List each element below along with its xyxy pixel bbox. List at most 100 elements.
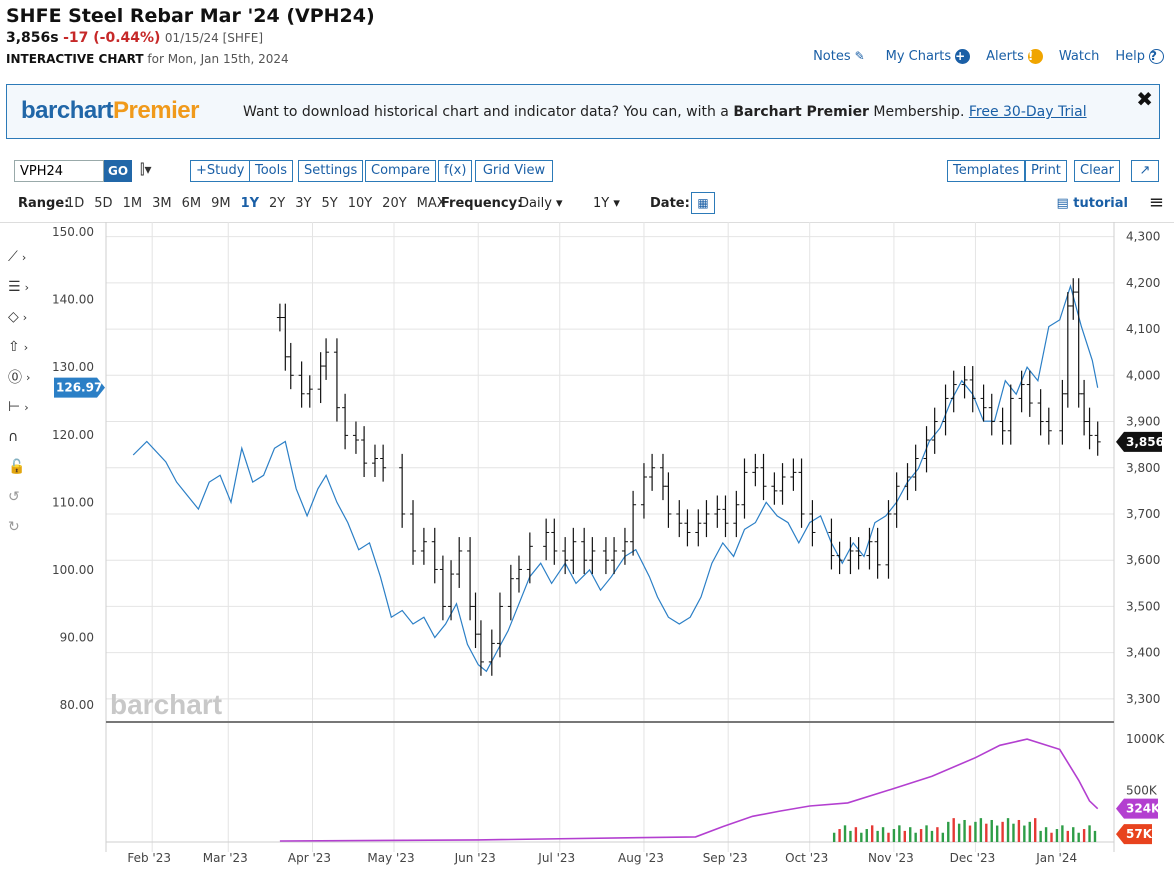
- volume-bar: [936, 827, 939, 842]
- symbol-input[interactable]: [14, 160, 104, 182]
- volume-tag: [1116, 824, 1152, 845]
- volume-bar: [887, 832, 890, 842]
- clear-button[interactable]: Clear: [1074, 160, 1120, 182]
- range-10y[interactable]: 10Y: [347, 196, 373, 211]
- submenu-chevron-icon[interactable]: ›: [22, 310, 28, 324]
- barchart-premier-logo[interactable]: barchartPremier: [21, 97, 199, 125]
- price-chart[interactable]: Feb '23 Mar '23 Apr '23 May '23 Jun '23 Jul '…: [0, 222, 1174, 891]
- bar-type-dropdown[interactable]: ⫿▾: [140, 162, 152, 178]
- volume-bar: [925, 825, 928, 842]
- function-button[interactable]: f(x): [438, 160, 473, 182]
- line-tool-icon[interactable]: ⟋ ›: [8, 242, 48, 272]
- free-trial-link[interactable]: Free 30-Day Trial: [968, 104, 1087, 120]
- notes-link[interactable]: Notes ✎: [813, 49, 870, 64]
- range-5y[interactable]: 5Y: [321, 196, 338, 211]
- range-3y[interactable]: 3Y: [295, 196, 312, 211]
- watch-link[interactable]: Watch: [1058, 49, 1100, 64]
- compare-button[interactable]: Compare: [365, 160, 436, 182]
- compare-last-label: 126.97: [56, 381, 102, 395]
- lock-icon[interactable]: 🔓: [8, 452, 48, 482]
- plus-circle-icon: +: [955, 49, 971, 64]
- volume-bar: [1055, 829, 1059, 842]
- tutorial-link[interactable]: ▤ tutorial: [1056, 196, 1128, 211]
- range-1m[interactable]: 1M: [122, 196, 143, 211]
- redo-icon[interactable]: ↻: [8, 512, 48, 542]
- volume-bar: [1012, 823, 1015, 842]
- marker-tool-icon[interactable]: ⓪ ›: [8, 362, 48, 392]
- x-tick-label: Mar '23: [203, 851, 248, 865]
- instrument-title: SHFE Steel Rebar Mar '24 (VPH24): [6, 5, 375, 27]
- magnet-icon[interactable]: ∩: [8, 422, 48, 452]
- go-button[interactable]: GO: [104, 160, 132, 182]
- alerts-label: Alerts: [986, 49, 1024, 64]
- range-9m[interactable]: 9M: [211, 196, 231, 211]
- help-label: Help: [1115, 49, 1145, 64]
- y-right-tick-label: 3,700: [1126, 507, 1160, 521]
- volume-bar: [952, 818, 955, 842]
- alerts-link[interactable]: Alerts!: [986, 49, 1043, 64]
- settings-button[interactable]: Settings: [298, 160, 364, 182]
- add-study-button[interactable]: +Study: [190, 160, 251, 182]
- range-5d[interactable]: 5D: [94, 196, 113, 211]
- notes-label: Notes: [813, 49, 851, 64]
- barchart-watermark: barchart: [110, 689, 222, 720]
- my-charts-link[interactable]: My Charts +: [886, 49, 971, 64]
- submenu-chevron-icon[interactable]: ›: [23, 340, 29, 354]
- frequency-dropdown[interactable]: Daily ▾: [519, 196, 563, 211]
- volume-bar: [854, 827, 858, 842]
- submenu-chevron-icon[interactable]: ›: [21, 250, 27, 264]
- banner-text-after: Membership.: [868, 104, 969, 120]
- volume-bar: [963, 819, 966, 842]
- open-interest-line: [279, 738, 1099, 842]
- expand-icon[interactable]: ↗: [1131, 160, 1159, 182]
- range-1y[interactable]: 1Y: [240, 196, 260, 211]
- y-left-tick-label: 120.00: [52, 428, 94, 442]
- banner-text-before: Want to download historical chart and in…: [243, 104, 734, 120]
- volume-bar: [881, 827, 885, 842]
- period-dropdown[interactable]: 1Y ▾: [593, 196, 620, 211]
- range-20y[interactable]: 20Y: [382, 196, 407, 211]
- range-3m[interactable]: 3M: [152, 196, 172, 211]
- last-price: 3,856s: [6, 30, 59, 46]
- help-link[interactable]: Help?: [1115, 49, 1164, 64]
- volume-bar: [1001, 821, 1004, 842]
- range-6m[interactable]: 6M: [181, 196, 202, 211]
- close-banner-icon[interactable]: ✖: [1136, 87, 1153, 111]
- print-button[interactable]: Print: [1025, 160, 1067, 182]
- undo-icon-glyph: ↺: [8, 489, 20, 505]
- range-1d[interactable]: 1D: [66, 196, 85, 211]
- y-right-tick-label: 4,000: [1126, 368, 1160, 382]
- measure-tool-icon[interactable]: ⊢ ›: [8, 392, 48, 422]
- line-tool-icon-glyph: ⟋: [8, 249, 18, 265]
- marker-tool-icon-glyph: ⓪: [8, 370, 22, 386]
- volume-bar: [1044, 827, 1048, 842]
- range-2y[interactable]: 2Y: [269, 196, 286, 211]
- arrow-tool-icon[interactable]: ⇧ ›: [8, 332, 48, 362]
- templates-button[interactable]: Templates: [947, 160, 1026, 182]
- calendar-icon[interactable]: ▦: [691, 192, 715, 214]
- shape-tool-icon[interactable]: ◇ ›: [8, 302, 48, 332]
- tools-button[interactable]: Tools: [249, 160, 294, 182]
- grid-view-button[interactable]: Grid View: [475, 160, 553, 182]
- volume-bar: [1082, 829, 1086, 842]
- y-right-tick-label: 3,600: [1126, 553, 1160, 567]
- submenu-chevron-icon[interactable]: ›: [24, 400, 29, 414]
- range-max[interactable]: MAX: [416, 196, 446, 211]
- volume-bar: [968, 825, 972, 842]
- volume-bar: [860, 832, 863, 842]
- edit-icon: ✎: [854, 49, 865, 63]
- volume-bar: [898, 825, 901, 842]
- submenu-chevron-icon[interactable]: ›: [24, 280, 29, 294]
- menu-icon[interactable]: ≡: [1148, 192, 1164, 213]
- volume-bar: [903, 830, 906, 842]
- undo-icon[interactable]: ↺: [8, 482, 48, 512]
- volume-bar: [979, 818, 983, 842]
- price-summary: 3,856s -17 (-0.44%) 01/15/24 [SHFE]: [6, 30, 263, 46]
- toolbar-divider: [0, 222, 1174, 223]
- open-interest-label: 324K: [1126, 802, 1161, 816]
- volume-bar: [957, 823, 961, 842]
- volume-bar: [1023, 825, 1026, 842]
- submenu-chevron-icon[interactable]: ›: [26, 370, 31, 384]
- x-tick-label: Nov '23: [868, 851, 914, 865]
- fib-tool-icon[interactable]: ☰ ›: [8, 272, 48, 302]
